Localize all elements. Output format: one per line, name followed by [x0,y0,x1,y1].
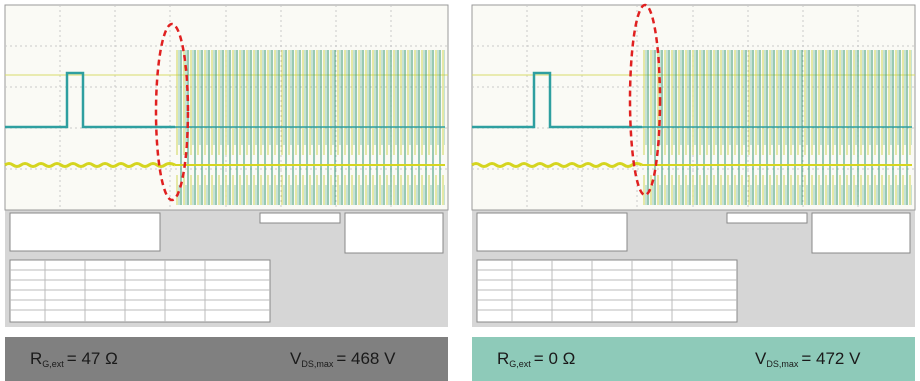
subscript: G,ext [42,359,64,369]
scope-capture [5,5,448,327]
scope-capture [472,5,915,327]
symbol: V [290,349,302,368]
symbol: R [497,349,509,368]
symbol: R [30,349,42,368]
value: = 0 Ω [534,349,576,368]
value: = 468 V [336,349,396,368]
resistance-caption: RG,ext= 0 Ω [497,349,575,369]
subscript: DS,max [301,359,334,369]
subscript: G,ext [509,359,531,369]
subscript: DS,max [766,359,799,369]
figure: RG,ext= 47 Ω VDS,max= 468 V RG,ext= 0 Ω … [0,0,920,381]
value: = 472 V [801,349,861,368]
page: RG,ext= 47 Ω VDS,max= 468 V RG,ext= 0 Ω … [0,0,920,381]
value: = 47 Ω [67,349,118,368]
symbol: V [755,349,767,368]
